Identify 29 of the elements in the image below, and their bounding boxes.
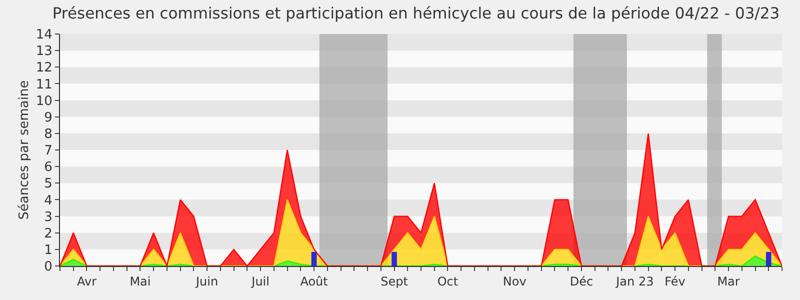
y-tick-label: 5 [44,176,52,192]
y-tick-label: 6 [44,160,52,176]
x-tick-label: Nov [502,274,526,288]
y-tick-label: 2 [44,226,52,242]
y-tick-label: 10 [36,94,52,109]
x-tick-label: Août [300,274,328,288]
x-tick-label: Juil [250,274,270,288]
x-tick-label: Sept [380,274,408,288]
y-tick-label: 11 [36,77,52,92]
y-tick-label: 9 [44,110,52,126]
y-tick-label: 7 [44,144,52,159]
y-axis-title: Séances par semaine [16,80,32,220]
x-tick-label: Mai [130,274,151,288]
x-tick-label: Avr [76,274,97,288]
x-tick-label: Mar [717,274,740,288]
chart-title: Présences en commissions et participation en hémicycle au cours de la période 04/22 - 03/23 [52,4,780,22]
y-tick-label: 4 [44,193,52,208]
x-tick-label: Jan 23 [615,274,654,288]
y-tick-label: 3 [44,210,52,225]
x-tick-label: Fév [664,274,686,288]
y-tick-label: 1 [44,242,52,258]
y-tick-label: 0 [44,260,52,275]
x-tick-label: Déc [570,274,594,288]
y-tick-label: 8 [44,126,52,142]
y-tick-label: 12 [36,60,52,76]
y-tick-label: 13 [36,44,52,60]
y-tick-label: 14 [36,28,52,43]
x-tick-label: Juin [195,274,218,288]
x-tick-label: Oct [437,274,458,288]
